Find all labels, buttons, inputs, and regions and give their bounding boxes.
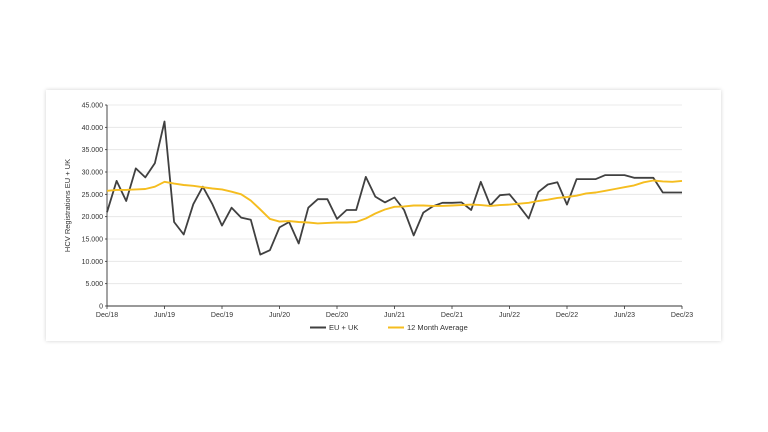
y-tick-label: 10.000 [82,259,104,266]
x-axis-ticks: Dec/18 Jun/19 Dec/19 Jun/20 Dec/20 Jun/21 Dec/… [96,306,693,319]
x-tick-label: Dec/19 [211,312,233,319]
series-lines [106,120,683,256]
x-tick-label: Jun/20 [269,312,290,319]
grid-lines [107,104,682,285]
hcv-registrations-chart: 0 5.000 10.000 15.000 20.000 25.000 30.000 35.0… [63,103,693,333]
y-axis-label: HCV Registrations EU + UK [63,159,72,252]
y-tick-label: 25.000 [82,192,104,199]
chart-card: 0 5.000 10.000 15.000 20.000 25.000 30.000 35.0… [46,90,721,341]
series-line-eu-uk [106,120,682,256]
y-tick-label: 40.000 [82,125,104,132]
y-tick-label: 5.000 [85,281,103,288]
x-tick-label: Dec/20 [326,312,348,319]
y-tick-label: 0 [99,304,103,311]
x-tick-label: Jun/22 [499,312,520,319]
y-tick-label: 35.000 [82,147,104,154]
y-tick-label: 45.000 [82,103,104,110]
legend: EU + UK 12 Month Average [310,323,468,332]
x-tick-label: Dec/21 [441,312,463,319]
y-tick-label: 15.000 [82,237,104,244]
legend-label: EU + UK [329,323,358,332]
y-axis-ticks: 0 5.000 10.000 15.000 20.000 25.000 30.000 35.0… [82,103,107,311]
x-tick-label: Dec/22 [556,312,578,319]
x-tick-label: Jun/23 [614,312,635,319]
x-tick-label: Jun/21 [384,312,405,319]
series-line-12-month-average [106,179,683,225]
legend-label: 12 Month Average [407,323,468,332]
x-tick-label: Dec/18 [96,312,118,319]
y-tick-label: 20.000 [82,214,104,221]
y-tick-label: 30.000 [82,170,104,177]
x-tick-label: Jun/19 [154,312,175,319]
x-tick-label: Dec/23 [671,312,693,319]
